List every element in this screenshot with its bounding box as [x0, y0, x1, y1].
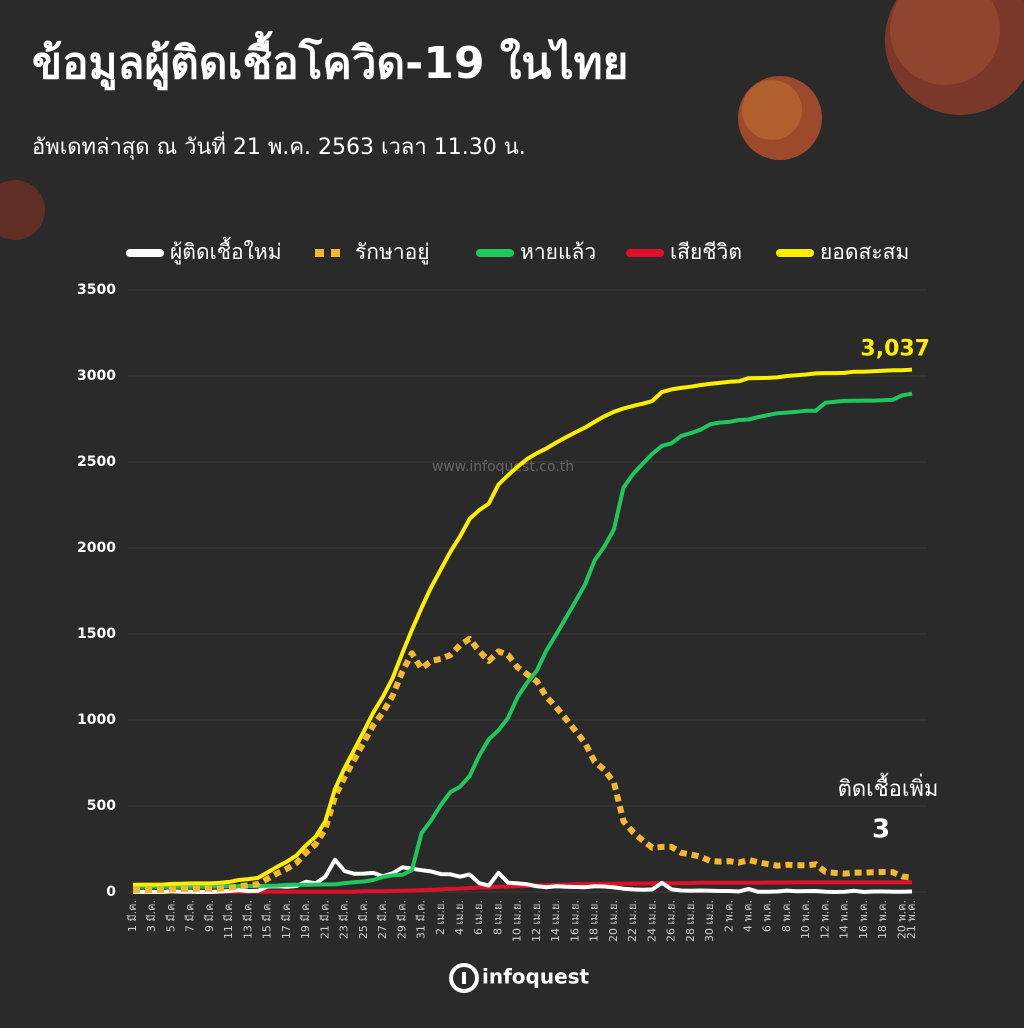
x-tick-label: 12 พ.ค. [818, 900, 831, 939]
x-tick-label: 28 เม.ย. [684, 900, 697, 942]
data-label: 3,037 [860, 337, 930, 362]
x-tick-label: 8 เม.ย. [491, 900, 504, 935]
x-tick-label: 10 เม.ย. [511, 900, 524, 942]
y-tick-label: 0 [106, 884, 116, 900]
x-tick-label: 6 เม.ย. [472, 900, 485, 935]
x-tick-label: 18 พ.ค. [876, 900, 889, 939]
legend-label: ผู้ติดเชื้อใหม่ [170, 237, 282, 265]
x-tick-label: 9 มี.ค. [203, 900, 216, 932]
x-tick-label: 11 มี.ค. [222, 900, 235, 939]
x-tick-label: 27 มี.ค. [376, 900, 389, 939]
y-tick-label: 500 [87, 798, 116, 814]
x-tick-label: 20 เม.ย. [607, 900, 620, 942]
legend-label: รักษาอยู่ [355, 240, 430, 265]
y-tick-label: 3500 [77, 282, 116, 298]
virus-decoration [0, 0, 1024, 240]
series-line [132, 367, 913, 887]
x-tick-label: 20 พ.ค. [895, 900, 908, 939]
x-tick-label: 3 มี.ค. [145, 900, 158, 932]
y-tick-label: 2000 [77, 540, 116, 556]
x-tick-label: 14 เม.ย. [549, 900, 562, 942]
x-tick-label: 22 เม.ย. [626, 900, 639, 942]
x-tick-label: 21 พ.ค. [905, 900, 918, 939]
x-tick-label: 26 เม.ย. [665, 900, 678, 942]
annotation: ติดเชื้อเพิ่ม [838, 773, 939, 802]
watermark: www.infoquest.co.th [432, 459, 574, 475]
x-tick-label: 19 มี.ค. [299, 900, 312, 939]
x-tick-label: 4 เม.ย. [453, 900, 466, 935]
x-tick-label: 12 เม.ย. [530, 900, 543, 942]
x-tick-label: 10 พ.ค. [799, 900, 812, 939]
x-tick-label: 7 มี.ค. [184, 900, 197, 932]
x-tick-label: 23 มี.ค. [338, 900, 351, 939]
x-tick-label: 21 มี.ค. [318, 900, 331, 939]
x-tick-label: 16 เม.ย. [568, 900, 581, 942]
x-tick-label: 5 มี.ค. [164, 900, 177, 932]
x-tick-label: 16 พ.ค. [857, 900, 870, 939]
chart-subtitle: อัพเดทล่าสุด ณ วันที่ 21 พ.ค. 2563 เวลา … [32, 131, 526, 160]
y-tick-label: 1000 [77, 712, 116, 728]
y-tick-label: 2500 [77, 454, 116, 470]
x-tick-label: 17 มี.ค. [280, 900, 293, 939]
x-tick-label: 13 มี.ค. [241, 900, 254, 939]
x-tick-label: 8 พ.ค. [780, 900, 793, 932]
logo-text: infoquest [482, 965, 590, 989]
series-line [133, 880, 912, 894]
data-label: 3 [872, 815, 890, 845]
x-tick-label: 15 มี.ค. [261, 900, 274, 939]
x-tick-label: 24 เม.ย. [645, 900, 658, 942]
legend-label: ยอดสะสม [820, 240, 909, 264]
legend-label: หายแล้ว [520, 240, 596, 264]
x-tick-label: 14 พ.ค. [838, 900, 851, 939]
x-tick-label: 6 พ.ค. [761, 900, 774, 932]
x-tick-label: 18 เม.ย. [588, 900, 601, 942]
x-tick-label: 31 มี.ค. [415, 900, 428, 939]
series-line [132, 857, 913, 894]
chart-title: ข้อมูลผู้ติดเชื้อโควิด-19 ในไทย [32, 30, 628, 90]
x-tick-label: 2 พ.ค. [722, 900, 735, 932]
x-tick-label: 29 มี.ค. [395, 900, 408, 939]
series-line [132, 391, 913, 889]
y-tick-label: 3000 [77, 368, 116, 384]
y-tick-label: 1500 [77, 626, 116, 642]
x-tick-label: 1 มี.ค. [126, 900, 139, 932]
x-tick-label: 25 มี.ค. [357, 900, 370, 939]
x-tick-label: 30 เม.ย. [703, 900, 716, 942]
x-tick-label: 2 เม.ย. [434, 900, 447, 935]
logo-icon [449, 963, 479, 993]
x-tick-label: 4 พ.ค. [742, 900, 755, 932]
legend-label: เสียชีวิต [670, 240, 742, 264]
